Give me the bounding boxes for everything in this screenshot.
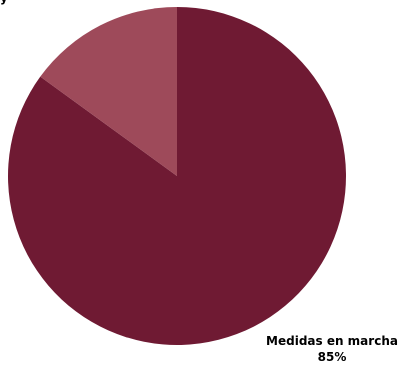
pie-slice-2 [40,7,178,176]
slice-label-name: Medidas en marcha [266,334,398,348]
slice-label-value: 85% [317,350,347,364]
pie-slice-1 [7,7,347,345]
top-label-fragment: y [0,0,8,5]
slice-label-medidas-en-marcha: Medidas en marcha 85% [257,333,400,365]
